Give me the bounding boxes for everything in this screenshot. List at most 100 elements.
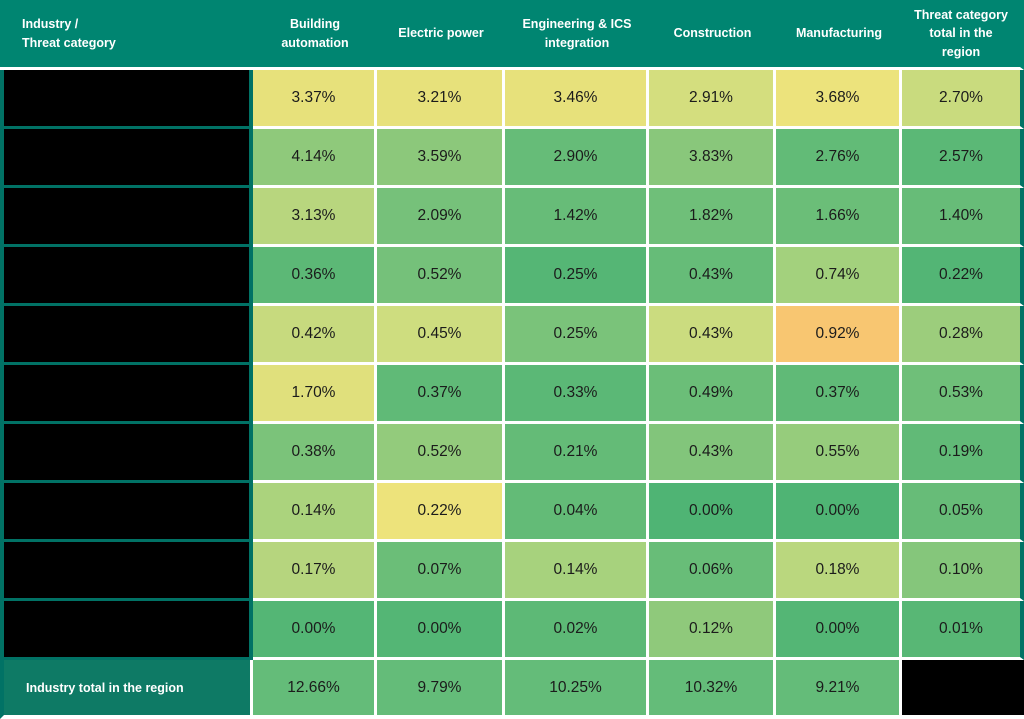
column-header: Building automation bbox=[253, 0, 377, 70]
table-row: 0.14% 0.22% 0.04% 0.00% 0.00% 0.05% bbox=[0, 483, 1024, 542]
value-cell: 3.68% bbox=[776, 70, 902, 129]
value-cell: 0.14% bbox=[505, 542, 649, 601]
row-label-redacted bbox=[0, 70, 253, 129]
table-row: 3.37% 3.21% 3.46% 2.91% 3.68% 2.70% bbox=[0, 70, 1024, 129]
total-value-cell: 10.32% bbox=[649, 660, 776, 719]
value-cell: 0.04% bbox=[505, 483, 649, 542]
total-row-label: Industry total in the region bbox=[0, 660, 253, 719]
value-cell: 0.18% bbox=[776, 542, 902, 601]
row-label-redacted bbox=[0, 601, 253, 660]
value-cell: 2.76% bbox=[776, 129, 902, 188]
column-header: Engineering & ICS integration bbox=[505, 0, 649, 70]
corner-header-line2: Threat category bbox=[22, 35, 116, 50]
value-cell: 0.17% bbox=[253, 542, 377, 601]
value-cell: 0.43% bbox=[649, 306, 776, 365]
value-cell: 0.55% bbox=[776, 424, 902, 483]
value-cell: 2.90% bbox=[505, 129, 649, 188]
value-cell: 0.45% bbox=[377, 306, 505, 365]
value-cell: 1.66% bbox=[776, 188, 902, 247]
row-label-redacted bbox=[0, 188, 253, 247]
table-row: 1.70% 0.37% 0.33% 0.49% 0.37% 0.53% bbox=[0, 365, 1024, 424]
value-cell: 0.36% bbox=[253, 247, 377, 306]
table-row: 0.36% 0.52% 0.25% 0.43% 0.74% 0.22% bbox=[0, 247, 1024, 306]
value-cell: 4.14% bbox=[253, 129, 377, 188]
value-cell: 3.59% bbox=[377, 129, 505, 188]
value-cell: 0.19% bbox=[902, 424, 1024, 483]
header-row: Industry / Threat category Building auto… bbox=[0, 0, 1024, 70]
value-cell: 0.92% bbox=[776, 306, 902, 365]
row-label-redacted bbox=[0, 483, 253, 542]
value-cell: 0.52% bbox=[377, 424, 505, 483]
value-cell: 0.05% bbox=[902, 483, 1024, 542]
value-cell: 0.14% bbox=[253, 483, 377, 542]
value-cell: 0.37% bbox=[776, 365, 902, 424]
row-label-redacted bbox=[0, 129, 253, 188]
value-cell: 0.00% bbox=[253, 601, 377, 660]
value-cell: 0.43% bbox=[649, 424, 776, 483]
value-cell: 0.37% bbox=[377, 365, 505, 424]
value-cell: 1.42% bbox=[505, 188, 649, 247]
value-cell: 0.22% bbox=[377, 483, 505, 542]
value-cell: 2.70% bbox=[902, 70, 1024, 129]
value-cell: 0.52% bbox=[377, 247, 505, 306]
row-label-redacted bbox=[0, 424, 253, 483]
table-row: 0.17% 0.07% 0.14% 0.06% 0.18% 0.10% bbox=[0, 542, 1024, 601]
total-value-cell: 10.25% bbox=[505, 660, 649, 719]
value-cell: 3.37% bbox=[253, 70, 377, 129]
value-cell: 0.53% bbox=[902, 365, 1024, 424]
corner-header-line1: Industry / bbox=[22, 17, 79, 32]
table-row: 0.42% 0.45% 0.25% 0.43% 0.92% 0.28% bbox=[0, 306, 1024, 365]
value-cell: 1.70% bbox=[253, 365, 377, 424]
value-cell: 3.13% bbox=[253, 188, 377, 247]
table-row: 0.00% 0.00% 0.02% 0.12% 0.00% 0.01% bbox=[0, 601, 1024, 660]
row-label-redacted bbox=[0, 306, 253, 365]
value-cell: 0.07% bbox=[377, 542, 505, 601]
value-cell: 1.40% bbox=[902, 188, 1024, 247]
total-value-cell: 9.79% bbox=[377, 660, 505, 719]
column-header: Manufacturing bbox=[776, 0, 902, 70]
value-cell: 0.01% bbox=[902, 601, 1024, 660]
table-body: 3.37% 3.21% 3.46% 2.91% 3.68% 2.70% 4.14% 3.59%… bbox=[0, 70, 1024, 660]
value-cell: 0.25% bbox=[505, 247, 649, 306]
value-cell: 0.00% bbox=[649, 483, 776, 542]
value-cell: 0.06% bbox=[649, 542, 776, 601]
value-cell: 0.38% bbox=[253, 424, 377, 483]
value-cell: 3.21% bbox=[377, 70, 505, 129]
row-label-redacted bbox=[0, 247, 253, 306]
value-cell: 0.74% bbox=[776, 247, 902, 306]
corner-header: Industry / Threat category bbox=[0, 0, 253, 70]
value-cell: 0.00% bbox=[776, 601, 902, 660]
column-header: Threat category total in the region bbox=[902, 0, 1024, 70]
value-cell: 0.49% bbox=[649, 365, 776, 424]
column-header: Electric power bbox=[377, 0, 505, 70]
value-cell: 0.22% bbox=[902, 247, 1024, 306]
value-cell: 3.83% bbox=[649, 129, 776, 188]
row-label-redacted bbox=[0, 542, 253, 601]
column-header: Construction bbox=[649, 0, 776, 70]
value-cell: 2.57% bbox=[902, 129, 1024, 188]
value-cell: 0.28% bbox=[902, 306, 1024, 365]
value-cell: 0.42% bbox=[253, 306, 377, 365]
value-cell: 0.00% bbox=[377, 601, 505, 660]
total-row: Industry total in the region 12.66% 9.79%… bbox=[0, 660, 1024, 719]
table-row: 0.38% 0.52% 0.21% 0.43% 0.55% 0.19% bbox=[0, 424, 1024, 483]
value-cell: 0.10% bbox=[902, 542, 1024, 601]
value-cell: 0.33% bbox=[505, 365, 649, 424]
value-cell: 0.12% bbox=[649, 601, 776, 660]
total-value-cell: 9.21% bbox=[776, 660, 902, 719]
value-cell: 2.09% bbox=[377, 188, 505, 247]
value-cell: 0.25% bbox=[505, 306, 649, 365]
value-cell: 1.82% bbox=[649, 188, 776, 247]
row-label-redacted bbox=[0, 365, 253, 424]
total-value-cell: 12.66% bbox=[253, 660, 377, 719]
value-cell: 3.46% bbox=[505, 70, 649, 129]
value-cell: 2.91% bbox=[649, 70, 776, 129]
total-redacted-cell bbox=[902, 660, 1024, 719]
table-row: 3.13% 2.09% 1.42% 1.82% 1.66% 1.40% bbox=[0, 188, 1024, 247]
value-cell: 0.02% bbox=[505, 601, 649, 660]
value-cell: 0.00% bbox=[776, 483, 902, 542]
value-cell: 0.43% bbox=[649, 247, 776, 306]
table-row: 4.14% 3.59% 2.90% 3.83% 2.76% 2.57% bbox=[0, 129, 1024, 188]
value-cell: 0.21% bbox=[505, 424, 649, 483]
